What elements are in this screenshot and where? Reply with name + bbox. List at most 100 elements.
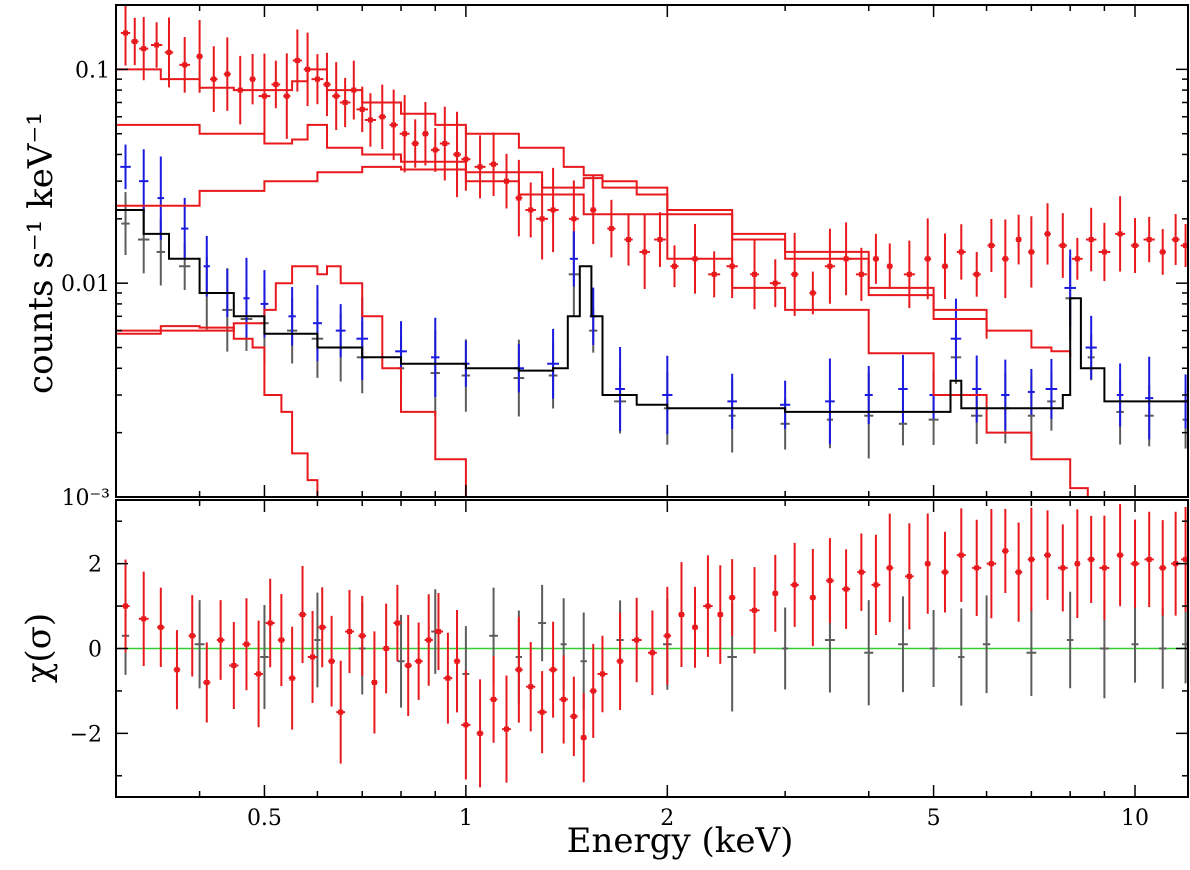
residual-point: [476, 679, 484, 788]
data-point: [956, 224, 966, 280]
residual-point: [597, 635, 608, 713]
x-tick-label: 10: [1121, 806, 1149, 831]
data-point: [1044, 203, 1051, 265]
residual-point: [790, 542, 799, 627]
residual-point: [1131, 605, 1139, 683]
data-point: [283, 53, 291, 139]
data-point: [950, 298, 962, 379]
data-point: [750, 239, 759, 310]
bottom-y-axis-label: χ(σ): [19, 613, 59, 683]
data-point: [474, 135, 486, 199]
residual-point: [393, 584, 402, 662]
model-mos-model: [116, 209, 1188, 413]
data-point: [972, 251, 981, 297]
x-axis-label: Energy (keV): [567, 821, 794, 861]
data-point: [181, 197, 189, 260]
residual-point: [569, 676, 578, 757]
residual-point: [1130, 519, 1140, 608]
residual-point: [631, 597, 642, 683]
data-point: [654, 212, 666, 267]
x-tick-label: 0.5: [247, 806, 282, 831]
residual-point: [663, 586, 672, 685]
top-y-tick-label: 0.01: [61, 272, 110, 297]
residual-point: [929, 609, 938, 688]
data-point: [453, 111, 462, 198]
residual-point: [254, 620, 263, 728]
model-pn-soft-component: [116, 325, 319, 497]
residual-point: [537, 671, 547, 754]
residual-point: [443, 632, 453, 724]
data-point: [615, 346, 625, 432]
residuals-pn-residuals: [121, 504, 1188, 788]
residual-point: [589, 643, 597, 738]
data-point: [670, 245, 679, 288]
series-pn-data: [120, 5, 1188, 316]
data-point: [258, 53, 271, 139]
residual-point: [1027, 507, 1036, 612]
residual-point: [414, 622, 423, 700]
data-point: [1145, 356, 1154, 440]
data-point: [825, 358, 835, 445]
top-plot-area: [116, 5, 1188, 497]
residual-point: [260, 604, 269, 709]
data-point: [1116, 363, 1124, 427]
residual-point: [886, 513, 894, 623]
data-point: [590, 175, 597, 245]
residual-point: [453, 610, 461, 713]
data-point: [624, 213, 633, 266]
data-point: [639, 214, 650, 289]
data-point: [1058, 213, 1068, 278]
residual-point: [277, 593, 285, 687]
data-point: [1098, 222, 1111, 282]
residual-point: [871, 534, 881, 636]
model-pn-thermal-component: [116, 265, 467, 497]
data-point: [249, 53, 256, 105]
data-point: [1085, 207, 1097, 272]
residual-point: [809, 549, 817, 647]
residual-point: [958, 608, 965, 706]
data-point: [1159, 229, 1166, 275]
data-point: [972, 355, 982, 423]
residual-point: [1026, 609, 1037, 696]
residual-point: [1116, 504, 1124, 607]
residual-point: [433, 593, 444, 670]
residual-point: [328, 615, 336, 707]
data-point: [525, 182, 537, 238]
residual-point: [864, 600, 874, 706]
bottom-y-tick-label: 2: [88, 553, 102, 578]
residual-point: [489, 656, 498, 743]
data-point: [399, 95, 410, 173]
residual-point: [1074, 509, 1081, 618]
residual-point: [703, 555, 713, 657]
residual-point: [559, 655, 568, 744]
residual-point: [691, 586, 699, 668]
residual-point: [1159, 520, 1167, 616]
data-point: [987, 219, 996, 273]
residual-point: [728, 559, 736, 637]
residual-point: [1144, 511, 1154, 608]
residual-point: [157, 587, 165, 667]
residual-point: [502, 675, 511, 783]
data-point: [131, 17, 139, 66]
residual-point: [461, 670, 471, 780]
data-point: [288, 287, 296, 346]
data-point: [411, 119, 419, 168]
residual-point: [1159, 608, 1167, 689]
residual-point: [1057, 524, 1068, 612]
residual-point: [1044, 510, 1052, 600]
data-point: [1045, 358, 1058, 420]
data-point: [1143, 216, 1155, 263]
residual-point: [1181, 507, 1188, 612]
data-point: [1180, 224, 1188, 268]
data-point: [1115, 196, 1126, 272]
data-point: [335, 304, 346, 358]
data-point: [311, 54, 324, 105]
data-point: [389, 89, 398, 161]
data-point: [271, 60, 281, 109]
residual-point: [397, 614, 405, 708]
data-point: [1028, 216, 1035, 288]
residual-point: [173, 630, 181, 710]
residual-point: [1001, 508, 1009, 593]
x-tick-label: 5: [927, 806, 941, 831]
data-point: [120, 5, 131, 66]
